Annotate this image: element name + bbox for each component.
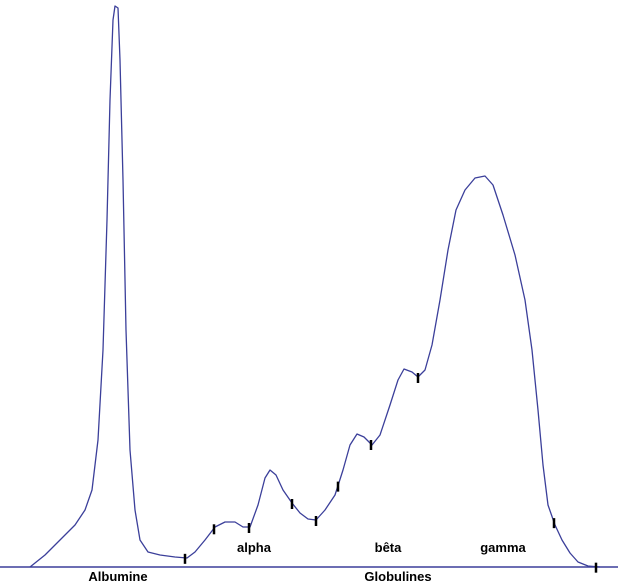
annotation: gamma [480,540,526,555]
annotation: Globulines [364,569,431,583]
annotation: bêta [375,540,403,555]
annotation: Albumine [88,569,147,583]
annotation: alpha [237,540,272,555]
trace [29,5,601,568]
